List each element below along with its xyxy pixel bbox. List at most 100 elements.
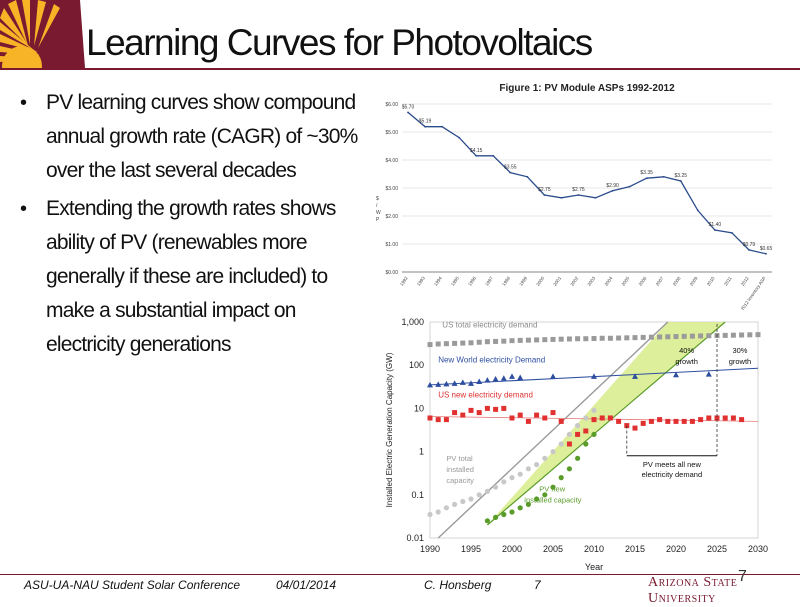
x-tick-label: 2005 [621, 275, 631, 286]
data-point [730, 415, 736, 421]
data-point [624, 335, 630, 341]
y-tick-label: 1,000 [401, 317, 424, 327]
x-tick-label: 1996 [467, 275, 477, 286]
footer-divider [0, 574, 800, 575]
data-point [673, 418, 679, 424]
data-point [681, 418, 687, 424]
data-point [607, 415, 613, 421]
data-point [550, 373, 556, 379]
data-point [706, 415, 712, 421]
data-point [648, 334, 654, 340]
data-point [632, 425, 638, 431]
y-axis-label: $ [376, 196, 379, 202]
x-tick-label: 2006 [638, 275, 648, 286]
annotation-growth-40: 40% [679, 346, 694, 355]
data-point [550, 484, 556, 490]
data-point [583, 415, 589, 421]
data-point [443, 417, 449, 423]
asp-data-point [526, 175, 529, 178]
data-point [583, 441, 589, 447]
data-point [575, 431, 581, 437]
data-point [739, 332, 745, 338]
data-point [542, 492, 548, 498]
data-point [460, 340, 466, 346]
data-point [468, 496, 474, 502]
data-point [632, 373, 638, 379]
data-point [484, 488, 490, 494]
data-point [599, 415, 605, 421]
asp-data-point [748, 248, 750, 251]
asp-data-point [441, 125, 443, 128]
x-tick-label: 1995 [461, 544, 481, 554]
data-point [558, 441, 564, 447]
annotation-growth-30: growth [729, 357, 752, 366]
annotation-pv-total: PV total [446, 454, 473, 463]
data-point [583, 428, 589, 434]
y-tick-label: 0.01 [406, 533, 424, 543]
installed-capacity-chart: 0.01 0.1 1 10 100 1,000 1990 1995 2000 2005 2010 20… [385, 317, 768, 572]
data-point [517, 337, 523, 343]
data-point [476, 378, 483, 384]
x-tick-label: 1992 [399, 275, 409, 286]
data-point [509, 509, 515, 515]
data-point [452, 501, 458, 507]
annotation-world-demand: New World electricity Demand [438, 356, 545, 365]
data-point [616, 335, 622, 341]
title-divider [0, 68, 800, 70]
data-label: $3.35 [640, 170, 653, 176]
x-tick-label: 1994 [433, 275, 443, 286]
y-tick-label: $0.00 [385, 270, 398, 276]
x-tick-label: 2003 [587, 275, 597, 286]
annotation-growth-40: growth [675, 357, 698, 366]
x-tick-label: 1993 [416, 275, 426, 286]
x-tick-label: 2000 [502, 544, 522, 554]
data-point [542, 337, 548, 343]
data-point [616, 418, 622, 424]
data-point [509, 415, 515, 421]
data-point [459, 379, 466, 385]
asp-data-point [458, 136, 461, 139]
asp-data-point [713, 229, 716, 231]
x-tick-label: 2002 [569, 275, 579, 286]
data-point [534, 462, 540, 468]
data-point [452, 410, 458, 416]
data-point [427, 381, 433, 388]
asp-data-point [611, 189, 614, 192]
data-point [476, 339, 482, 345]
data-point [689, 333, 695, 339]
data-point [657, 417, 663, 423]
data-label: $4.15 [470, 148, 483, 154]
data-point [517, 471, 523, 477]
x-tick-label: 2007 [655, 275, 665, 286]
data-point [492, 375, 499, 382]
bullet-list: • PV learning curves show compound annual… [18, 86, 358, 366]
x-tick-label: 2025 [707, 544, 727, 554]
y-axis-label: W [376, 210, 381, 216]
data-point [730, 332, 736, 338]
data-point [452, 340, 458, 346]
data-point [435, 341, 441, 347]
data-point [493, 484, 499, 490]
data-point [460, 498, 466, 505]
annotation-meets-demand: electricity demand [642, 470, 702, 479]
data-point [591, 373, 597, 379]
data-point [739, 417, 745, 423]
annotation-us-new: US new electricity demand [438, 390, 533, 399]
data-point [673, 334, 679, 340]
data-point [698, 333, 704, 339]
x-axis-label: Year [585, 562, 603, 572]
asp-data-point [407, 111, 409, 114]
data-point [698, 417, 704, 423]
asp-data-point [645, 177, 648, 180]
y-tick-label: 0.1 [411, 490, 424, 500]
bullet-dot: • [20, 198, 27, 220]
annotation-pv-total: capacity [446, 476, 474, 485]
asp-data-point [731, 231, 733, 234]
sunburst-logo [0, 0, 85, 70]
y-axis-label: P [376, 217, 380, 223]
data-point [443, 380, 450, 387]
asp-data-point [594, 196, 597, 199]
data-point [468, 407, 474, 413]
data-label: $2.75 [572, 187, 585, 193]
data-point [575, 336, 581, 342]
